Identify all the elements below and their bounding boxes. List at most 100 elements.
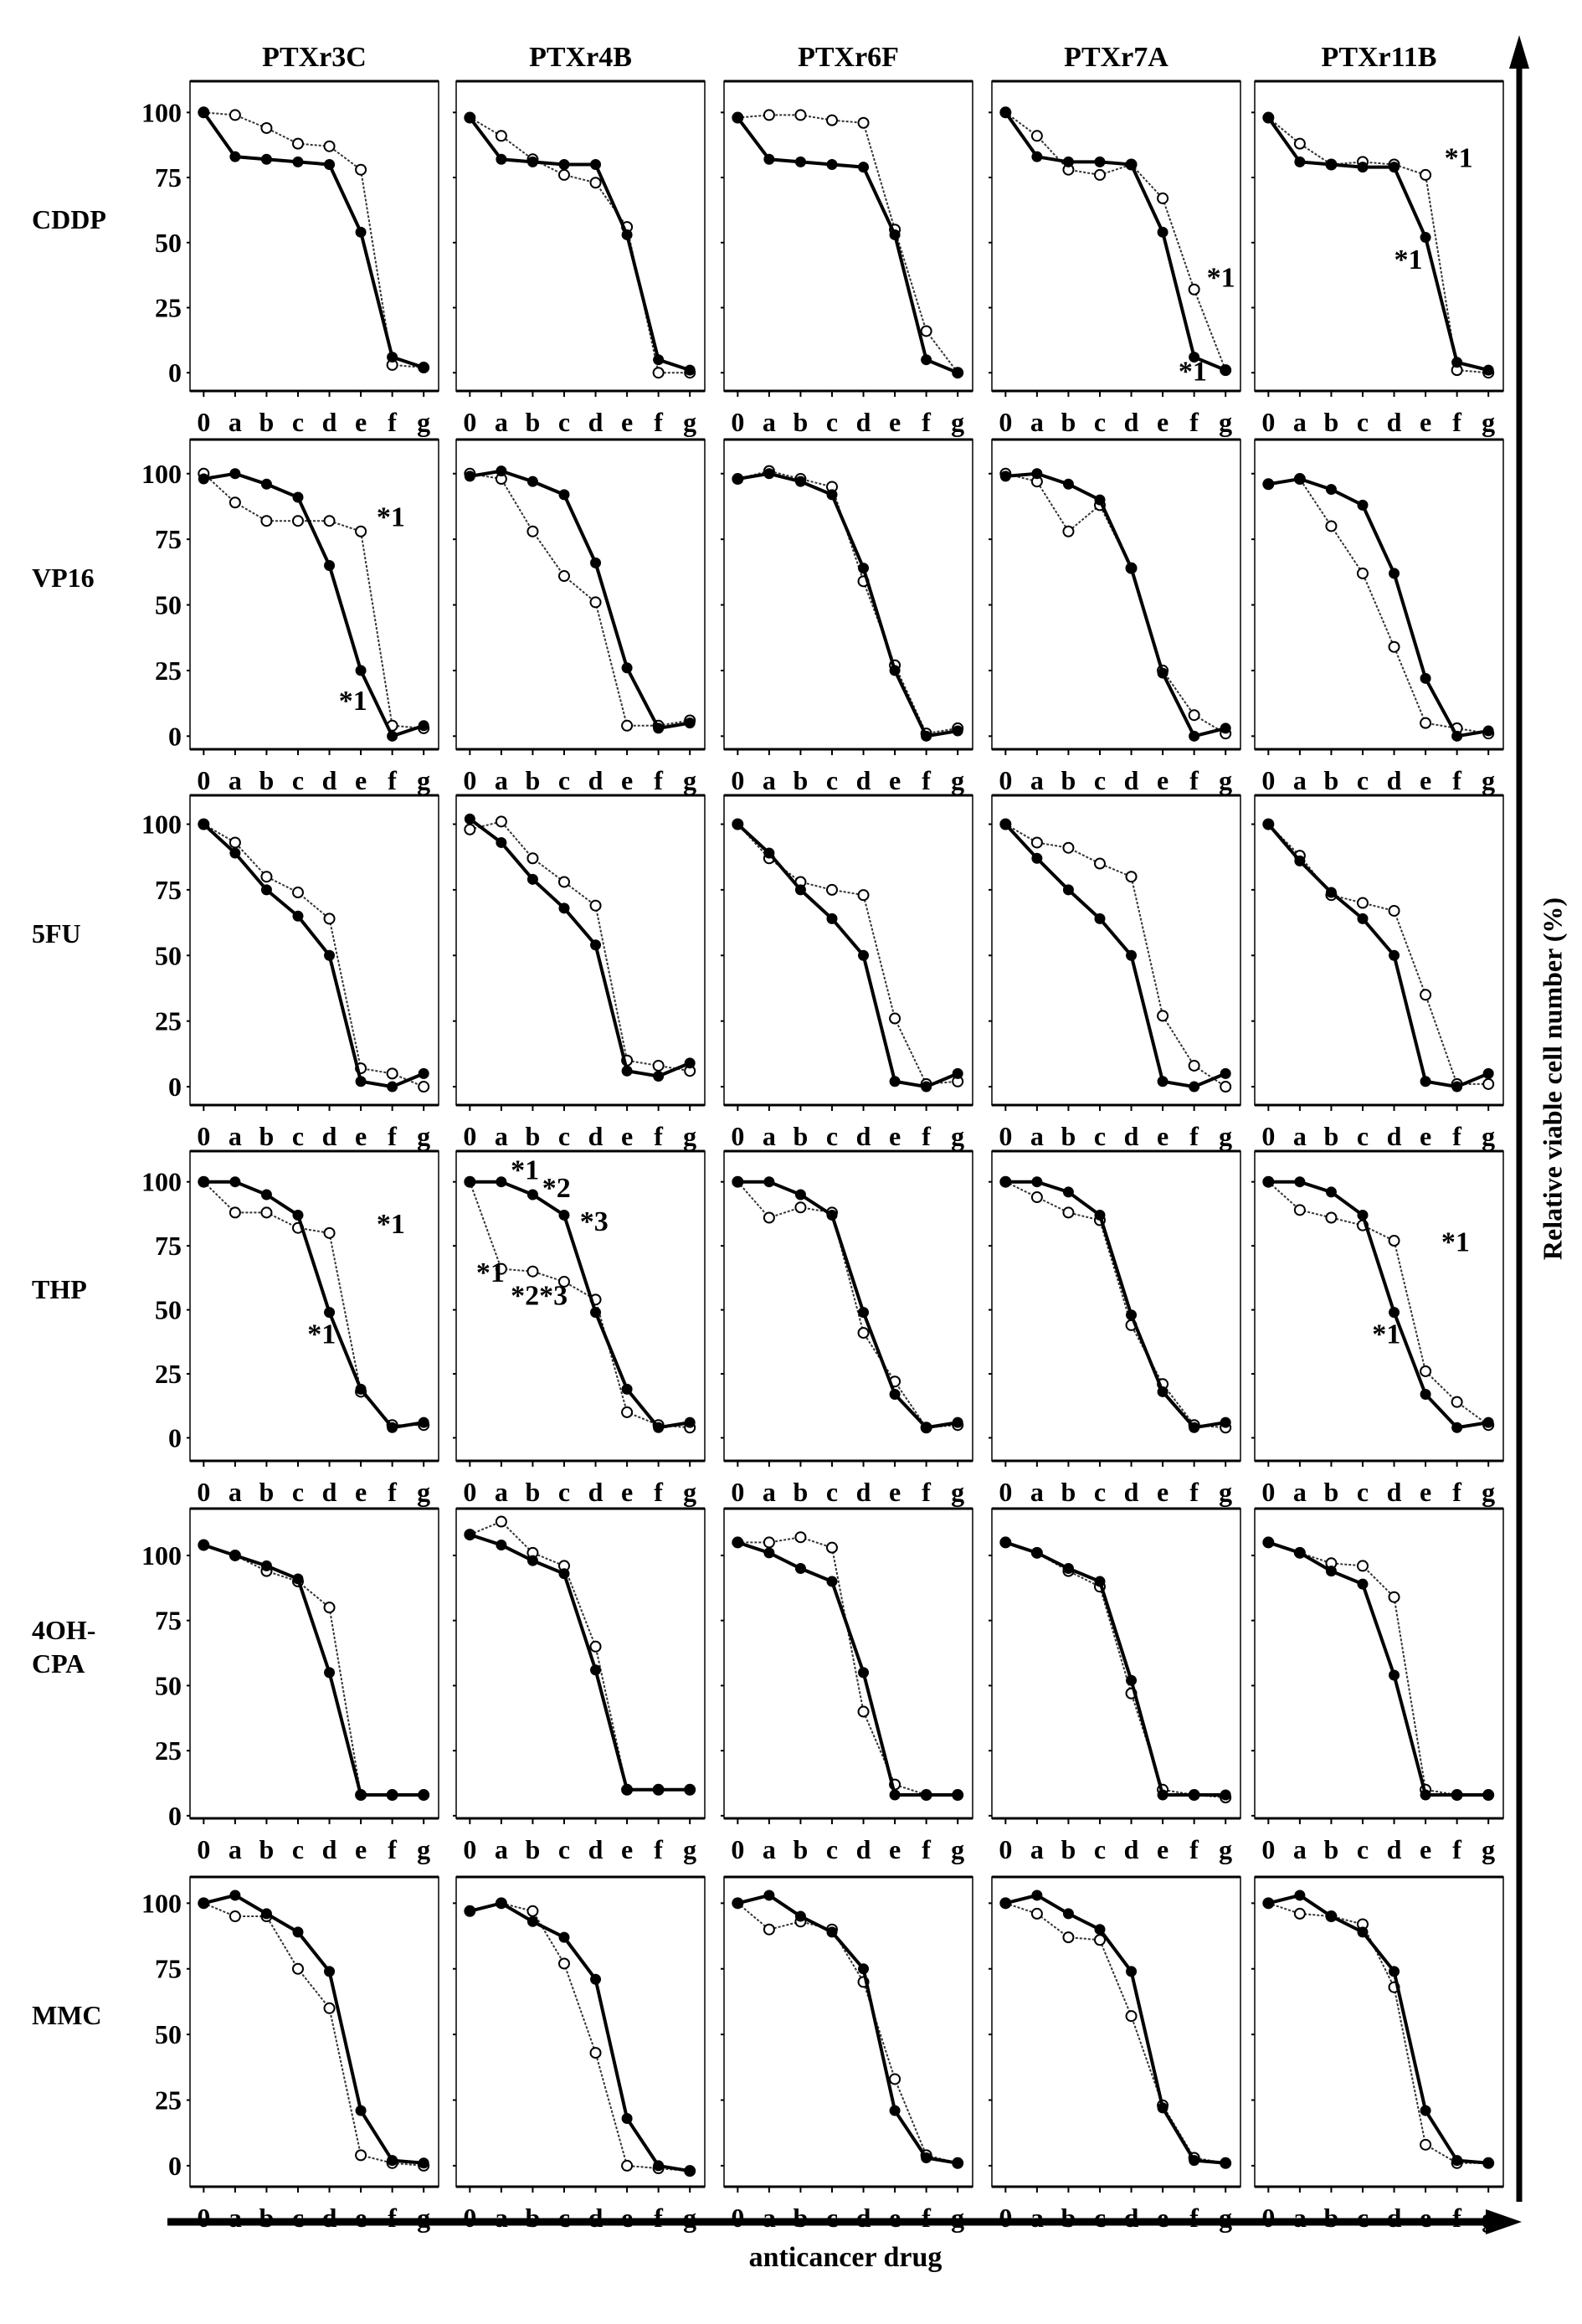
plot-frame: [1254, 1876, 1504, 2188]
x-tick-label: b: [1324, 1121, 1339, 1151]
data-point-filled: [952, 1067, 963, 1079]
x-tick-label: 0: [463, 1477, 476, 1507]
data-point-filled: [324, 1307, 336, 1319]
row-label-line: MMC: [32, 2000, 102, 2030]
row-label-line: 4OH-: [32, 1615, 96, 1645]
data-point-filled: [653, 354, 665, 366]
x-tick-label: b: [1324, 765, 1339, 795]
x-tick-label: 0: [197, 407, 210, 437]
data-point-filled: [292, 1926, 304, 1938]
x-tick-label: 0: [999, 765, 1012, 795]
data-point-filled: [355, 1383, 367, 1395]
data-point-filled: [952, 1417, 963, 1428]
x-tick-label: c: [558, 1121, 570, 1151]
data-point-filled: [1094, 156, 1106, 167]
x-tick-label: f: [388, 1477, 397, 1507]
data-point-filled: [260, 884, 272, 896]
x-tick-label: a: [763, 1477, 776, 1507]
data-point-filled: [794, 1563, 806, 1575]
data-point-filled: [1451, 1081, 1463, 1093]
data-point-filled: [1094, 913, 1106, 924]
x-tick-label: b: [794, 407, 809, 437]
x-tick-label: 0: [1261, 407, 1275, 437]
data-point-filled: [826, 913, 838, 924]
data-point-filled: [1482, 1417, 1494, 1428]
data-point-open: [495, 815, 507, 828]
column-title: PTXr7A: [1064, 42, 1169, 73]
series-line-open: [1268, 477, 1489, 735]
data-point-filled: [1451, 730, 1463, 742]
x-tick-label: a: [495, 1477, 508, 1507]
data-point-filled: [684, 1417, 696, 1428]
series-line-open: [203, 823, 424, 1087]
data-point-open: [1062, 1206, 1075, 1219]
series-line-open: [1268, 1902, 1489, 2164]
data-point-filled: [763, 1547, 775, 1559]
x-tick-label: c: [292, 1121, 304, 1151]
data-point-open: [1188, 709, 1200, 722]
series-line-filled: [737, 1180, 958, 1430]
x-tick-label: c: [1357, 407, 1369, 437]
data-point-filled: [826, 158, 838, 170]
x-tick-label: 0: [999, 1121, 1012, 1151]
data-point-open: [323, 140, 336, 152]
x-tick-label: e: [355, 765, 367, 795]
x-tick-label: f: [388, 1834, 397, 1864]
data-point-filled: [621, 1784, 633, 1796]
x-tick-label: g: [683, 407, 696, 437]
data-point-filled: [1294, 1890, 1306, 1901]
data-point-open: [1093, 857, 1106, 870]
column-title: PTXr11B: [1321, 42, 1437, 73]
y-tick-label: 100: [141, 97, 182, 127]
x-tick-label: a: [1030, 1121, 1044, 1151]
y-tick-label: 25: [155, 1006, 182, 1036]
x-tick-label: 0: [1261, 765, 1275, 795]
x-tick-label: g: [1219, 1121, 1232, 1151]
data-point-open: [291, 515, 304, 527]
x-tick-label: a: [1030, 765, 1044, 795]
data-point-filled: [858, 563, 870, 574]
x-axis-title: anticancer drug: [748, 2242, 943, 2273]
x-tick-label: e: [889, 407, 901, 437]
data-point-filled: [324, 158, 336, 170]
x-tick-label: c: [826, 1834, 838, 1864]
data-point-filled: [999, 1897, 1011, 1909]
x-tick-label: g: [951, 765, 964, 795]
y-tick-label: 75: [155, 524, 182, 554]
x-tick-label: g: [1482, 1121, 1495, 1151]
data-point-open: [557, 1275, 570, 1288]
x-tick-label: c: [558, 407, 570, 437]
y-tick-label: 50: [155, 1670, 182, 1700]
data-point-open: [1157, 192, 1169, 204]
x-tick-label: a: [229, 1834, 242, 1864]
data-point-open: [589, 899, 602, 912]
data-point-filled: [1451, 357, 1463, 368]
data-point-filled: [1420, 672, 1431, 684]
data-point-open: [229, 109, 241, 121]
x-tick-label: a: [1293, 1834, 1307, 1864]
x-tick-label: d: [1124, 1477, 1139, 1507]
x-tick-label: d: [322, 407, 337, 437]
data-point-filled: [260, 1908, 272, 1920]
data-point-open: [1030, 1907, 1043, 1920]
x-tick-label: g: [417, 765, 430, 795]
x-tick-label: f: [1189, 1477, 1199, 1507]
x-tick-label: e: [621, 407, 633, 437]
x-tick-label: b: [526, 765, 541, 795]
x-tick-label: 0: [999, 1477, 1012, 1507]
data-point-open: [1293, 1907, 1306, 1920]
data-point-filled: [526, 1915, 538, 1927]
data-point-filled: [889, 1789, 901, 1801]
x-tick-label: b: [526, 407, 541, 437]
x-tick-label: f: [654, 2203, 663, 2233]
data-point-filled: [496, 836, 507, 848]
data-point-filled: [1031, 151, 1043, 162]
data-point-filled: [324, 1966, 336, 1977]
data-point-filled: [198, 818, 209, 830]
x-tick-label: g: [951, 1834, 964, 1864]
